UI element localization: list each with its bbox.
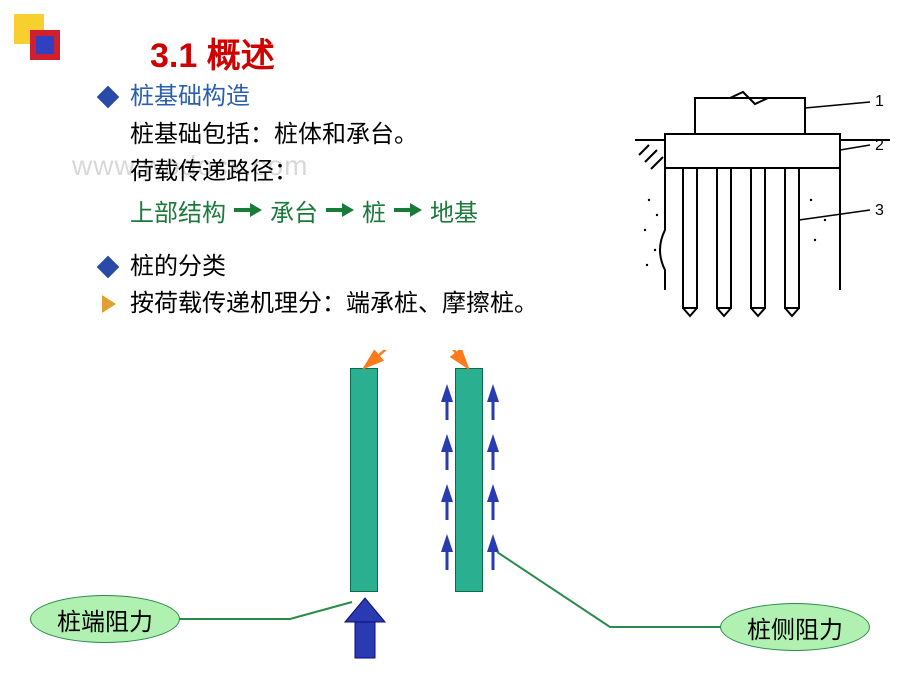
- structure-body: 桩基础包括：桩体和承台。: [130, 118, 418, 152]
- arrow-right-icon: [394, 203, 422, 217]
- diamond-icon: [97, 255, 120, 278]
- chevron-icon: [102, 295, 116, 313]
- section-title: 3.1 概述: [150, 28, 275, 77]
- side-resistance-label: 桩侧阻力: [747, 610, 843, 645]
- arrow-right-icon: [234, 203, 262, 217]
- diamond-icon: [97, 85, 120, 108]
- logo-icon: [8, 8, 78, 78]
- end-resistance-label: 桩端阻力: [57, 602, 153, 637]
- path-item-3: 桩: [362, 193, 386, 228]
- side-resistance-callout: 桩侧阻力: [720, 603, 870, 651]
- fig-label-1: 1: [875, 93, 884, 110]
- content-block: 桩基础构造 桩基础包括：桩体和承台。 荷载传递路径： 上部结构 承台 桩 地基 …: [90, 80, 630, 325]
- end-resistance-callout: 桩端阻力: [30, 595, 180, 643]
- path-item-2: 承台: [270, 193, 318, 228]
- path-heading: 荷载传递路径：: [130, 155, 298, 189]
- arrow-right-icon: [326, 203, 354, 217]
- foundation-figure: 1 2 3: [635, 90, 890, 330]
- fig-label-2: 2: [875, 137, 884, 154]
- classify-body: 按荷载传递机理分：端承桩、摩擦桩。: [130, 287, 538, 321]
- path-item-4: 地基: [430, 193, 478, 228]
- fig-label-3: 3: [875, 202, 884, 219]
- pile-diagram: 桩端阻力 桩侧阻力: [0, 350, 920, 689]
- structure-heading: 桩基础构造: [130, 80, 250, 114]
- classify-heading: 桩的分类: [130, 250, 226, 284]
- path-item-1: 上部结构: [130, 193, 226, 228]
- load-path: 上部结构 承台 桩 地基: [130, 193, 630, 228]
